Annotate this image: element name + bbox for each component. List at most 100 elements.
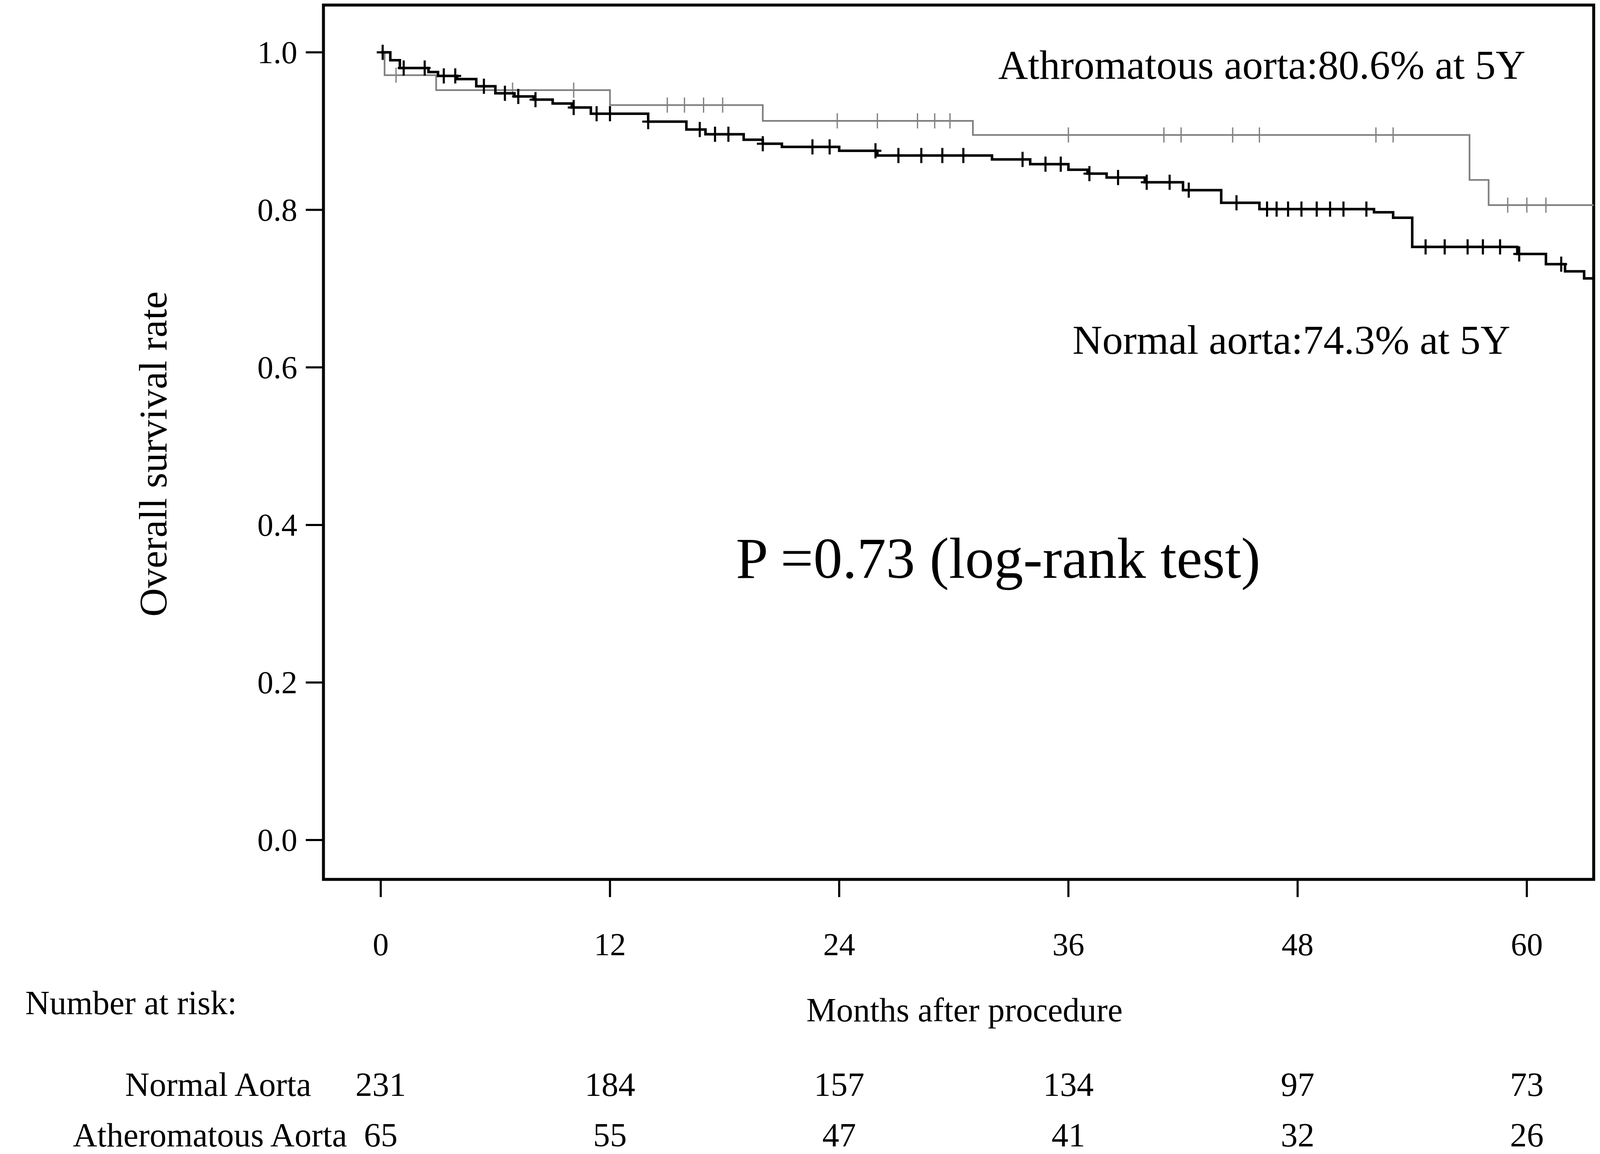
censor-mark <box>499 85 511 101</box>
censor-mark <box>567 99 580 115</box>
censor-mark <box>1477 239 1489 255</box>
x-tick-label: 24 <box>823 926 856 962</box>
risk-table-value: 47 <box>822 1116 857 1154</box>
censor-mark <box>1270 201 1283 217</box>
censor-mark <box>1494 239 1507 255</box>
x-tick-label: 36 <box>1052 926 1085 962</box>
annotation: Athromatous aorta:80.6% at 5Y <box>998 42 1526 88</box>
risk-table-value: 55 <box>592 1116 627 1154</box>
x-tick <box>379 879 382 898</box>
plot-frame <box>323 5 1594 880</box>
x-tick-label: 12 <box>593 926 626 962</box>
censor-mark <box>1419 239 1432 255</box>
y-tick <box>305 838 324 842</box>
y-axis-label: Overall survival rate <box>130 291 175 618</box>
chart: 0.00.20.40.60.81.001224364860Months afte… <box>0 0 1600 1154</box>
censor-mark <box>697 97 710 113</box>
risk-table-value: 157 <box>814 1065 865 1104</box>
censor-mark <box>911 113 924 129</box>
risk-table-value: 231 <box>355 1065 407 1104</box>
x-tick-label: 48 <box>1281 926 1314 962</box>
censor-mark <box>709 126 722 142</box>
y-tick <box>305 523 324 527</box>
censor-mark <box>397 60 410 76</box>
x-tick <box>838 879 841 898</box>
censor-mark <box>1555 256 1568 272</box>
censor-mark <box>1140 174 1153 190</box>
censor-mark <box>1226 127 1239 143</box>
risk-table-row-label: Normal Aorta <box>125 1065 312 1104</box>
y-tick-label: 0.0 <box>257 822 298 858</box>
censor-mark <box>693 122 706 138</box>
annotation: P =0.73 (log-rank test) <box>735 526 1261 591</box>
censor-mark <box>1083 165 1096 182</box>
censor-mark <box>567 82 580 98</box>
annotation: Normal aorta:74.3% at 5Y <box>1072 317 1511 363</box>
censor-mark <box>438 68 450 84</box>
y-tick-label: 0.4 <box>257 507 298 543</box>
censor-mark <box>1158 127 1170 143</box>
censor-mark <box>1461 239 1474 255</box>
y-tick-label: 1.0 <box>257 34 298 70</box>
censor-mark <box>1055 156 1067 172</box>
censor-mark <box>376 44 389 60</box>
censor-mark <box>944 113 957 129</box>
risk-table-value: 41 <box>1051 1116 1086 1154</box>
censor-mark <box>1520 197 1533 213</box>
censor-mark <box>1370 127 1382 143</box>
censor-mark <box>418 60 431 76</box>
risk-table-row-label: Atheromatous Aorta <box>72 1116 348 1154</box>
censor-mark <box>1324 201 1336 217</box>
y-tick <box>305 208 324 212</box>
censor-mark <box>1175 127 1187 143</box>
censor-mark <box>915 147 928 163</box>
x-tick-label: 60 <box>1510 926 1543 962</box>
censor-mark <box>1337 201 1350 217</box>
y-tick <box>305 681 324 684</box>
censor-mark <box>590 106 603 122</box>
censor-mark <box>678 97 691 113</box>
risk-table-title: Number at risk: <box>25 984 237 1022</box>
y-tick-label: 0.8 <box>257 192 298 228</box>
censor-mark <box>449 68 462 84</box>
censor-mark <box>1438 239 1451 255</box>
censor-mark <box>512 88 525 105</box>
y-tick <box>305 51 324 54</box>
censor-mark <box>1282 201 1294 217</box>
censor-mark <box>871 113 884 129</box>
risk-table-value: 134 <box>1043 1065 1094 1104</box>
x-axis-label: Months after procedure <box>806 991 1123 1029</box>
risk-table-value: 73 <box>1509 1065 1544 1104</box>
censor-mark <box>1513 246 1526 262</box>
censor-mark <box>1230 194 1243 211</box>
x-tick <box>1525 879 1528 898</box>
y-tick-label: 0.2 <box>257 664 298 700</box>
censor-mark <box>661 97 674 113</box>
censor-mark <box>1253 127 1266 143</box>
risk-table-value: 26 <box>1509 1116 1544 1154</box>
censor-mark <box>642 114 655 130</box>
censor-mark <box>716 97 729 113</box>
censor-mark <box>478 78 490 94</box>
censor-mark <box>1360 201 1373 217</box>
censor-mark <box>1183 182 1195 198</box>
x-tick <box>609 879 612 898</box>
censor-mark <box>892 147 905 163</box>
censor-mark <box>1540 197 1552 213</box>
risk-table-value: 65 <box>363 1116 398 1154</box>
censor-mark <box>869 143 882 159</box>
y-tick <box>305 366 324 369</box>
censor-mark <box>722 126 735 142</box>
censor-mark <box>1387 127 1400 143</box>
censor-mark <box>1039 156 1052 172</box>
x-tick <box>1067 879 1070 898</box>
censor-mark <box>806 139 819 155</box>
censor-mark <box>756 136 769 152</box>
censor-mark <box>1310 201 1323 217</box>
y-tick-label: 0.6 <box>257 349 298 385</box>
censor-mark <box>1112 170 1125 186</box>
censor-mark <box>529 91 542 107</box>
censor-mark <box>389 67 402 83</box>
censor-mark <box>1016 152 1029 168</box>
censor-mark <box>1062 127 1075 143</box>
